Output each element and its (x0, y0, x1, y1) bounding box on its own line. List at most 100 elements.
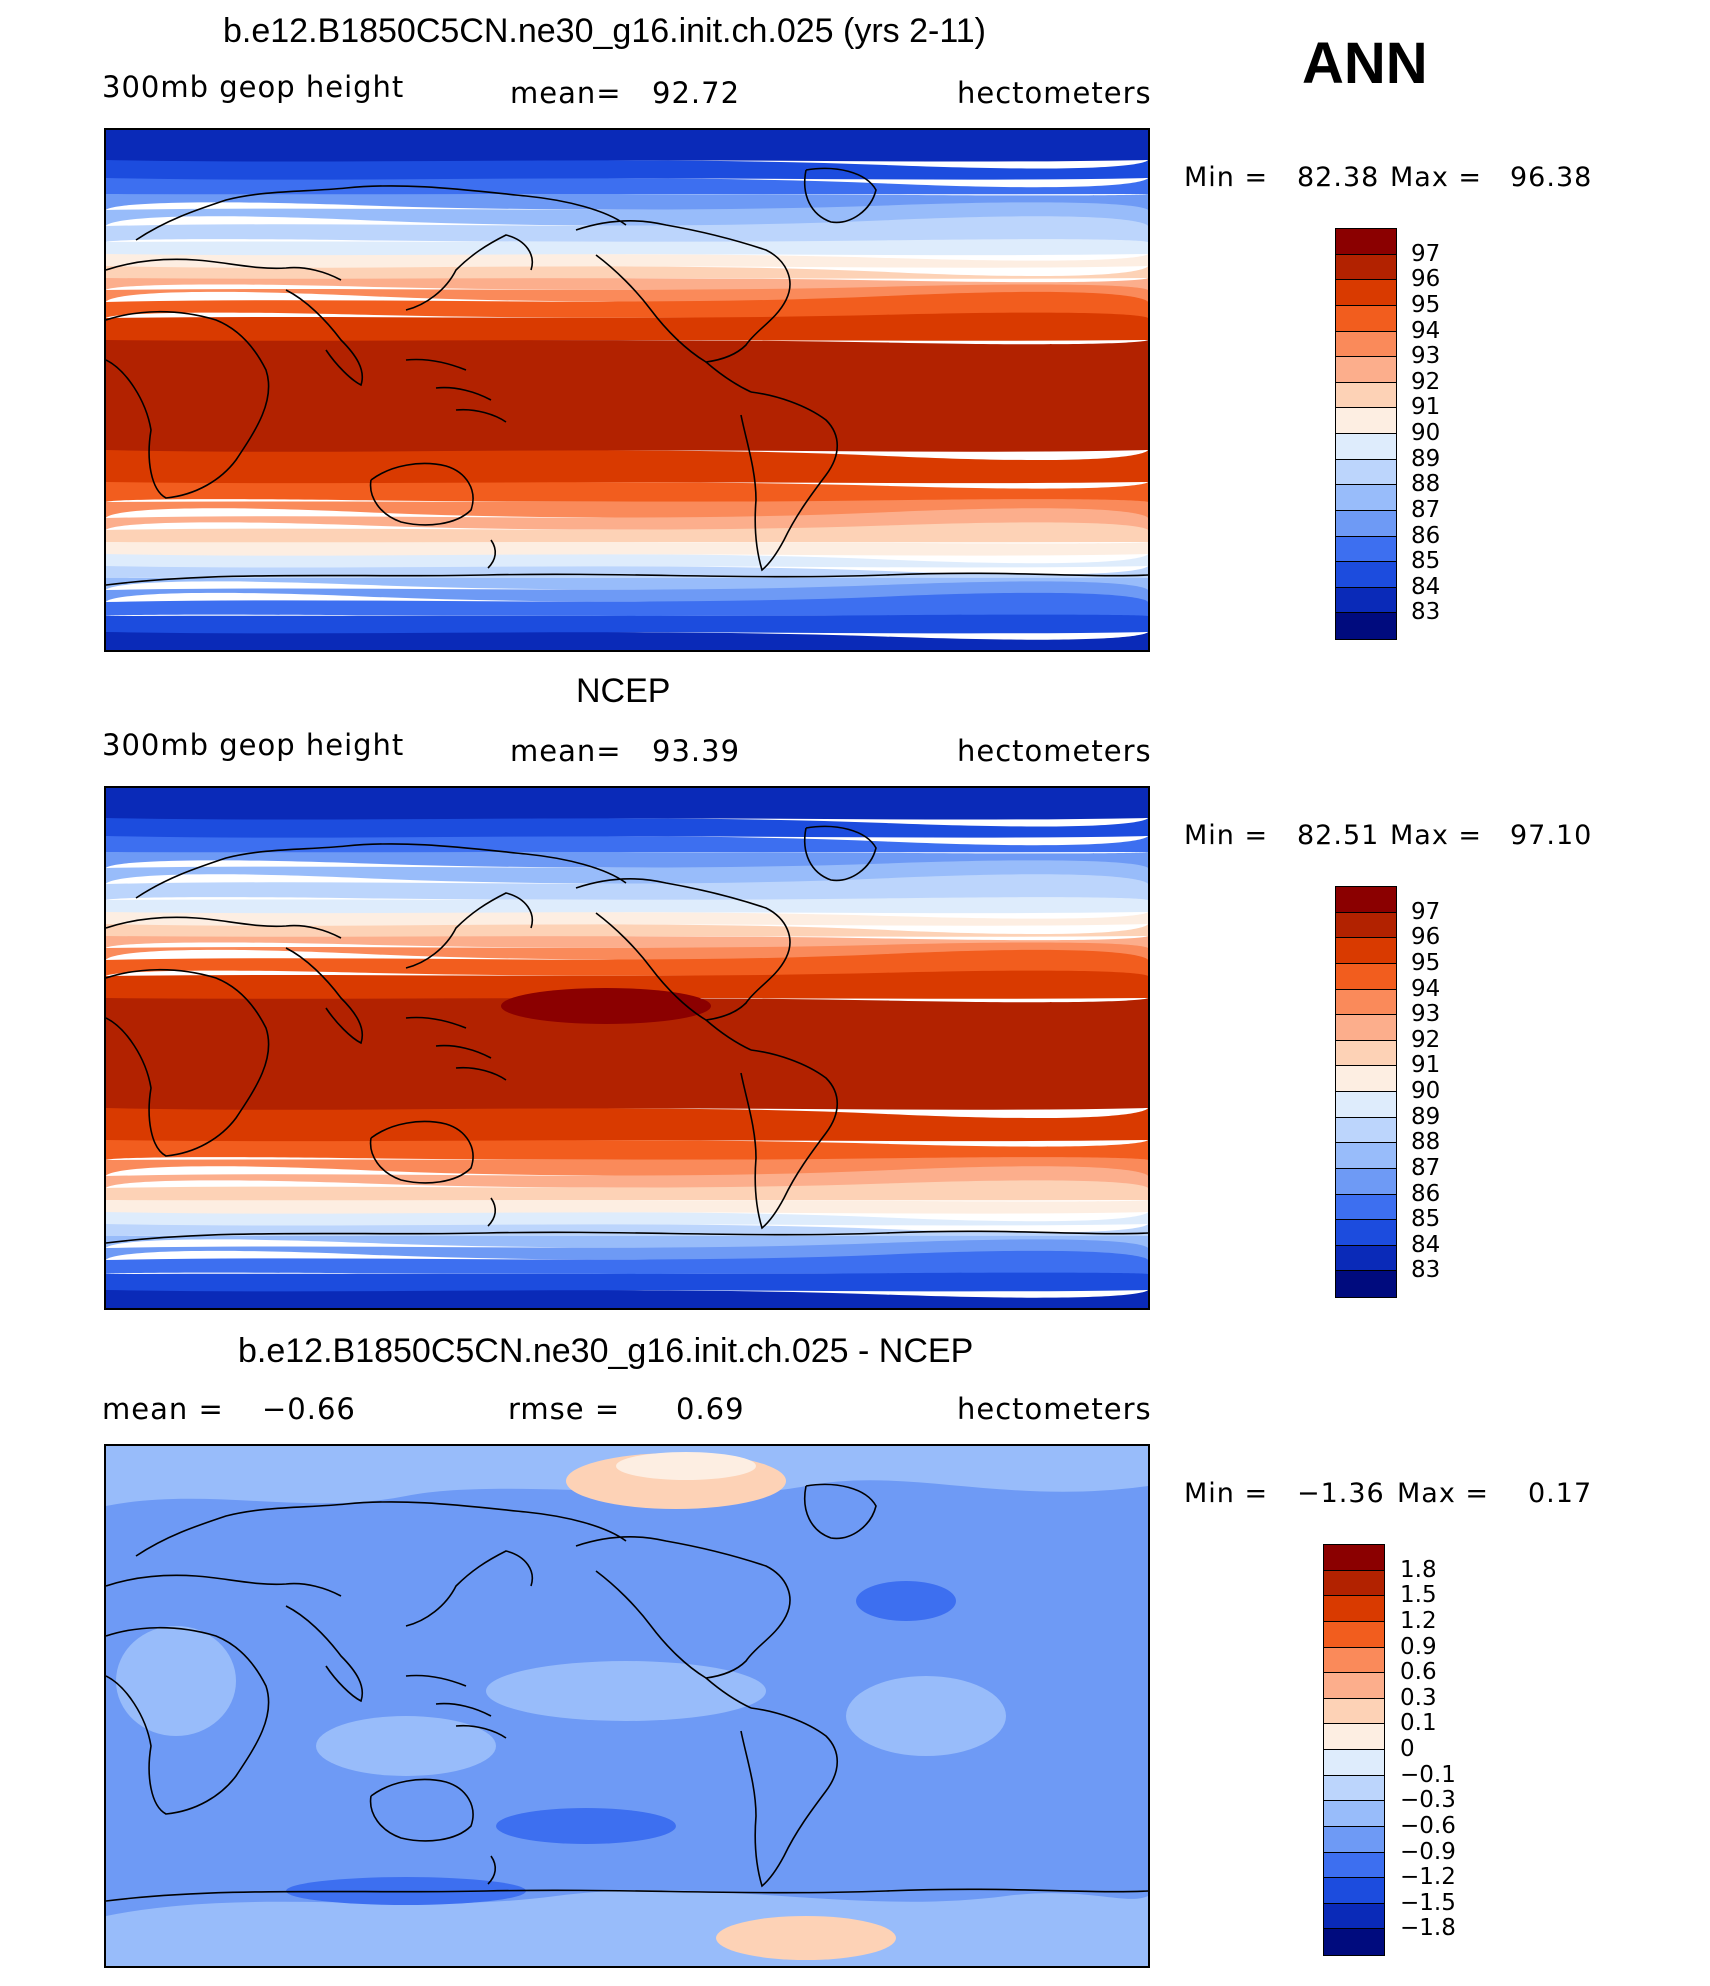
contour-band (106, 178, 1148, 196)
coastline (405, 1016, 507, 1081)
colorbar-level-label: 85 (1411, 1206, 1441, 1233)
panel3-positive-anomaly-antarctic (716, 1916, 896, 1960)
colorbar-swatch (1336, 1194, 1396, 1221)
colorbar-swatch (1336, 408, 1396, 434)
panel3-title: b.e12.B1850C5CN.ne30_g16.init.ch.025 - N… (238, 1332, 974, 1370)
contour-band (106, 970, 1148, 1003)
colorbar-swatch (1336, 989, 1396, 1016)
colorbar-level-label: 83 (1411, 599, 1441, 626)
colorbar-level-label: 1.2 (1400, 1607, 1437, 1634)
panel3-colorbar (1323, 1544, 1385, 1956)
coastline (575, 1536, 791, 1679)
coastline (405, 358, 507, 423)
coastline (405, 892, 533, 969)
panel3-map (104, 1444, 1150, 1968)
colorbar-level-label: 0 (1400, 1736, 1415, 1762)
coastline (106, 1574, 342, 1597)
coastline (135, 185, 627, 241)
coastline (135, 1501, 627, 1557)
coastline (405, 234, 533, 311)
colorbar-swatch (1324, 1621, 1384, 1648)
colorbar-level-label: 96 (1411, 266, 1441, 293)
contour-band (106, 1166, 1148, 1188)
contour-band (106, 202, 1148, 226)
coastline (106, 1626, 270, 1815)
contour-band (106, 130, 1148, 169)
colorbar-level-label: 84 (1411, 573, 1441, 600)
colorbar-level-label: −1.8 (1400, 1915, 1456, 1942)
contour-band (106, 522, 1148, 544)
colorbar-level-label: 90 (1411, 420, 1441, 446)
panel3-positive-anomaly-arctic-core (616, 1452, 756, 1480)
colorbar-level-label: −0.1 (1400, 1761, 1456, 1788)
colorbar-level-label: 85 (1411, 548, 1441, 575)
coastline (405, 1674, 507, 1739)
contour-band (106, 1140, 1148, 1160)
colorbar-level-label: 0.9 (1400, 1633, 1437, 1660)
coastline (804, 825, 877, 882)
panel2-min-value: 82.51 (1297, 820, 1380, 851)
colorbar-level-label: 88 (1411, 1129, 1441, 1156)
colorbar-swatch (1336, 280, 1396, 306)
contour-band (106, 949, 1148, 976)
coastline (285, 1605, 363, 1703)
colorbar-level-label: 92 (1411, 1026, 1441, 1053)
colorbar-swatch (1324, 1929, 1384, 1955)
colorbar-level-label: −1.2 (1400, 1864, 1456, 1891)
coastline (705, 1019, 752, 1051)
panel3-north-atlantic-negative (856, 1581, 956, 1621)
colorbar-swatch (1336, 938, 1396, 964)
coastline (106, 258, 342, 281)
coastline (285, 289, 363, 387)
colorbar-level-label: 95 (1411, 949, 1441, 976)
colorbar-swatch (1336, 613, 1396, 639)
coastline (106, 1888, 1148, 1902)
contour-band (106, 632, 1148, 650)
panel1-min-label: Min = (1184, 162, 1269, 193)
coastline (405, 1550, 533, 1627)
colorbar-swatch (1336, 459, 1396, 486)
panel2-title: NCEP (576, 672, 671, 710)
contour-band (106, 860, 1148, 884)
panel1-title: b.e12.B1850C5CN.ne30_g16.init.ch.025 (yr… (223, 12, 986, 50)
colorbar-level-label: 95 (1411, 291, 1441, 318)
colorbar-swatch (1324, 1570, 1384, 1597)
panel3-south-america-anomaly (846, 1676, 1006, 1756)
panel1-min-value: 82.38 (1297, 162, 1380, 193)
colorbar-level-label: 87 (1411, 496, 1441, 523)
panel3-mean-label: mean = (102, 1392, 224, 1426)
colorbar-level-label: 89 (1411, 445, 1441, 472)
coastline (106, 968, 270, 1157)
colorbar-swatch (1336, 485, 1396, 511)
contour-band (106, 216, 1148, 242)
colorbar-swatch (1336, 587, 1396, 614)
panel2-map-svg (106, 788, 1148, 1308)
colorbar-level-label: 83 (1411, 1257, 1441, 1284)
colorbar-swatch (1324, 1724, 1384, 1750)
colorbar-level-label: 84 (1411, 1231, 1441, 1258)
panel3-rmse-value: 0.69 (676, 1392, 745, 1426)
colorbar-swatch (1336, 1245, 1396, 1272)
colorbar-swatch (1324, 1801, 1384, 1827)
panel1-max-label: Max = (1390, 162, 1483, 193)
colorbar-swatch (1336, 254, 1396, 281)
colorbar-swatch (1336, 229, 1396, 255)
colorbar-swatch (1324, 1647, 1384, 1674)
panel2-mean-value: 93.39 (652, 734, 741, 768)
colorbar-swatch (1336, 510, 1396, 537)
panel3-map-svg (106, 1446, 1148, 1966)
colorbar-swatch (1324, 1545, 1384, 1571)
panel1-variable: 300mb geop height (102, 70, 405, 104)
colorbar-swatch (1324, 1852, 1384, 1879)
colorbar-swatch (1336, 1220, 1396, 1246)
colorbar-level-label: 1.5 (1400, 1582, 1437, 1609)
colorbar-swatch (1324, 1673, 1384, 1699)
contour-band (106, 508, 1148, 530)
panel2-coastlines (106, 825, 1148, 1244)
panel3-indian-ocean-anomaly (316, 1716, 496, 1776)
colorbar-level-label: 1.8 (1400, 1556, 1437, 1583)
panel2-contour-bands (106, 788, 1148, 1308)
panel1-map-svg (106, 130, 1148, 650)
panel3-units: hectometers (957, 1392, 1152, 1426)
colorbar-level-label: −0.3 (1400, 1787, 1456, 1814)
